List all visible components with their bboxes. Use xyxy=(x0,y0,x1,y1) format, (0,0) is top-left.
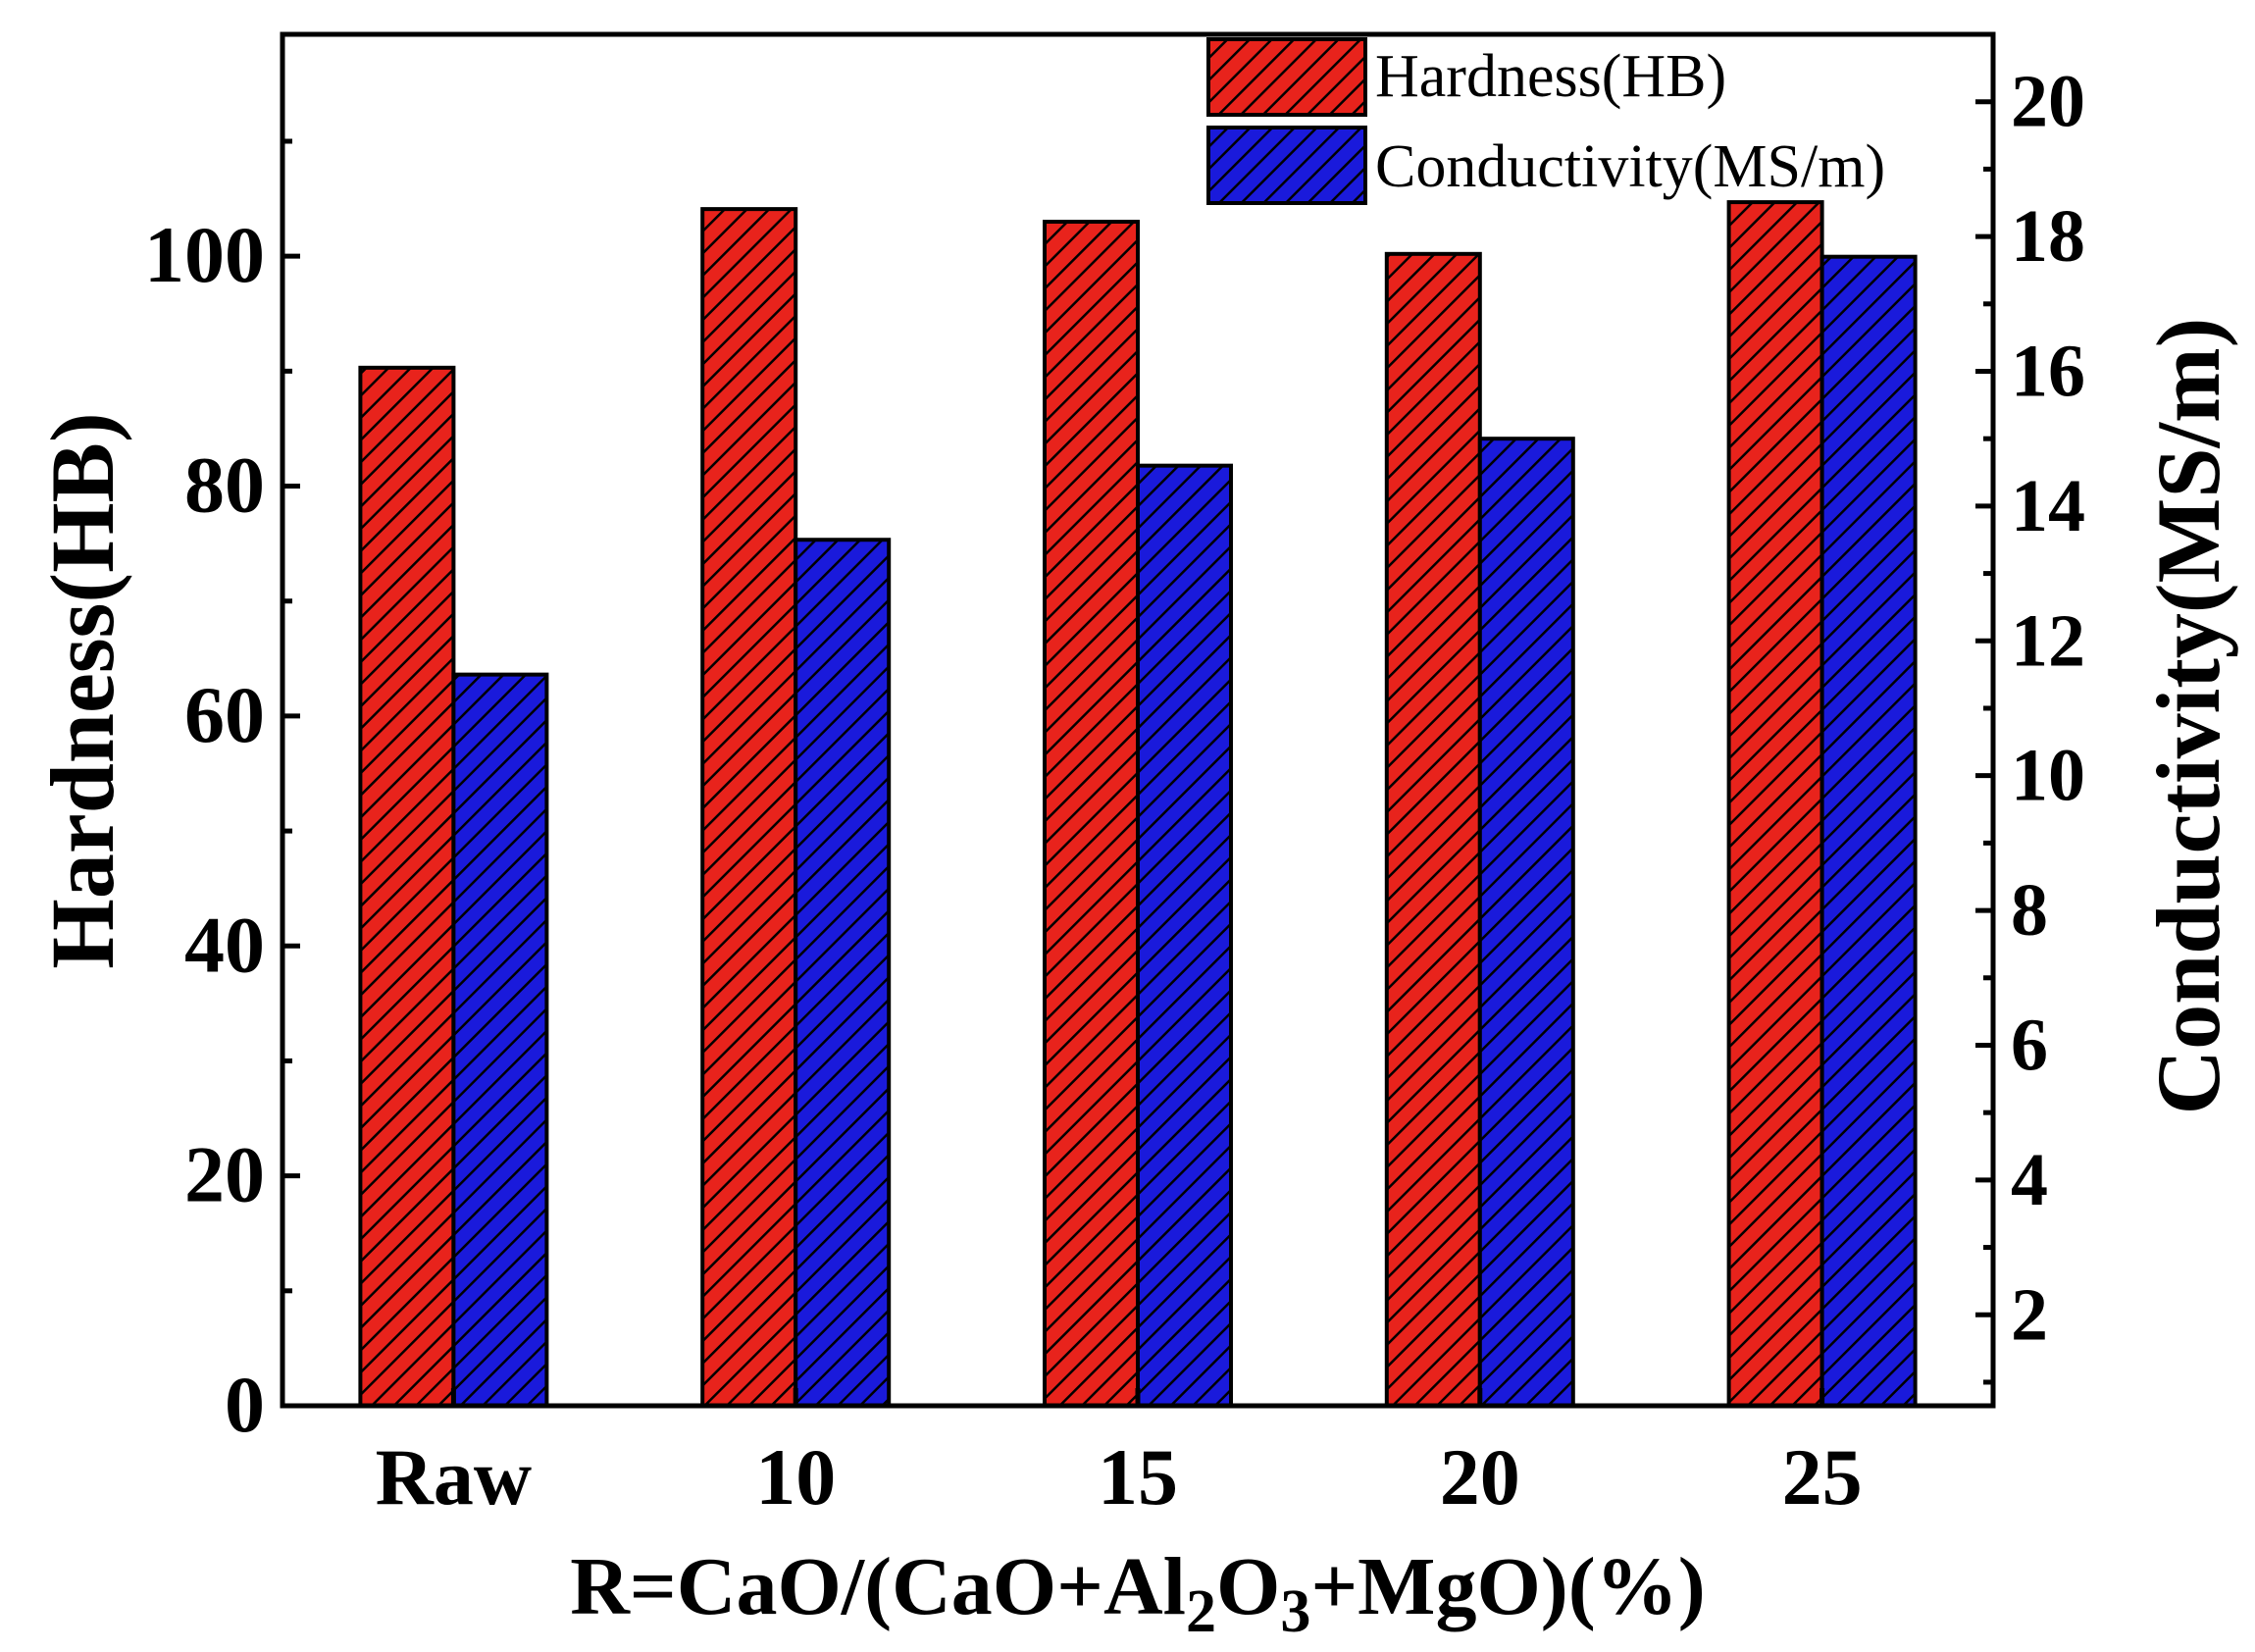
bars-layer xyxy=(358,200,1918,1409)
y2-tick-label-6: 6 xyxy=(2011,1004,2048,1086)
y-tick-label-20: 20 xyxy=(184,1130,265,1219)
y-tick-label-0: 0 xyxy=(225,1360,265,1449)
y-tick-label-80: 80 xyxy=(184,440,265,530)
x-tick-label-Raw: Raw xyxy=(376,1432,532,1522)
x-tick-label-25: 25 xyxy=(1782,1432,1863,1522)
bar-conductivity-Raw xyxy=(451,672,549,1408)
y-tick-label-60: 60 xyxy=(184,670,265,759)
bar-conductivity-25 xyxy=(1819,254,1918,1408)
x-axis-title-part-1: R=CaO/(CaO+Al xyxy=(570,1541,1186,1632)
bar-conductivity-20 xyxy=(1477,437,1575,1409)
x-axis-title: R=CaO/(CaO+Al2O3+MgO)(%) xyxy=(570,1541,1705,1645)
y2-tick-label-10: 10 xyxy=(2011,735,2085,817)
bar-hardness-15 xyxy=(1043,220,1140,1408)
x-tick-label-20: 20 xyxy=(1440,1432,1520,1522)
x-tick-label-10: 10 xyxy=(755,1432,836,1522)
bar-hardness-25 xyxy=(1726,200,1824,1408)
plot-frame xyxy=(280,31,1996,1409)
y-tick-label-100: 100 xyxy=(144,210,265,299)
bar-hardness-10 xyxy=(700,207,798,1409)
bar-hardness-20 xyxy=(1384,251,1482,1408)
bar-conductivity-15 xyxy=(1136,463,1233,1408)
x-tick-label-15: 15 xyxy=(1098,1432,1178,1522)
legend-swatch-hardness xyxy=(1206,37,1367,117)
y2-tick-label-16: 16 xyxy=(2011,330,2085,412)
legend-swatch-conductivity xyxy=(1206,126,1367,205)
x-axis-title-subscript-1: 2 xyxy=(1186,1578,1216,1645)
y2-tick-label-8: 8 xyxy=(2011,869,2048,952)
ticks-layer: Raw 10 15 20 25 0 20 40 60 80 100 2 4 6 8 10 12 14 16 18 20 xyxy=(144,61,2085,1522)
y2-tick-label-2: 2 xyxy=(2011,1273,2048,1356)
x-axis-title-part-3: +MgO)(%) xyxy=(1310,1541,1705,1632)
y-axis-title: Hardness(HB) xyxy=(32,412,132,968)
legend-label-conductivity: Conductivity(MS/m) xyxy=(1375,133,1885,200)
x-axis-title-part-2: O xyxy=(1216,1541,1280,1632)
y2-tick-label-12: 12 xyxy=(2011,599,2085,682)
y2-tick-label-4: 4 xyxy=(2011,1139,2048,1221)
y2-tick-label-20: 20 xyxy=(2011,61,2085,143)
y-tick-label-40: 40 xyxy=(184,900,265,989)
y2-tick-label-14: 14 xyxy=(2011,465,2085,547)
bar-hardness-Raw xyxy=(358,365,456,1408)
legend: Hardness(HB) Conductivity(MS/m) xyxy=(1206,37,1885,205)
y2-axis-title: Conductivity(MS/m) xyxy=(2138,318,2238,1115)
legend-label-hardness: Hardness(HB) xyxy=(1375,43,1726,110)
bar-conductivity-10 xyxy=(794,538,892,1408)
x-axis-title-subscript-2: 3 xyxy=(1280,1578,1310,1645)
y2-tick-label-18: 18 xyxy=(2011,195,2085,278)
